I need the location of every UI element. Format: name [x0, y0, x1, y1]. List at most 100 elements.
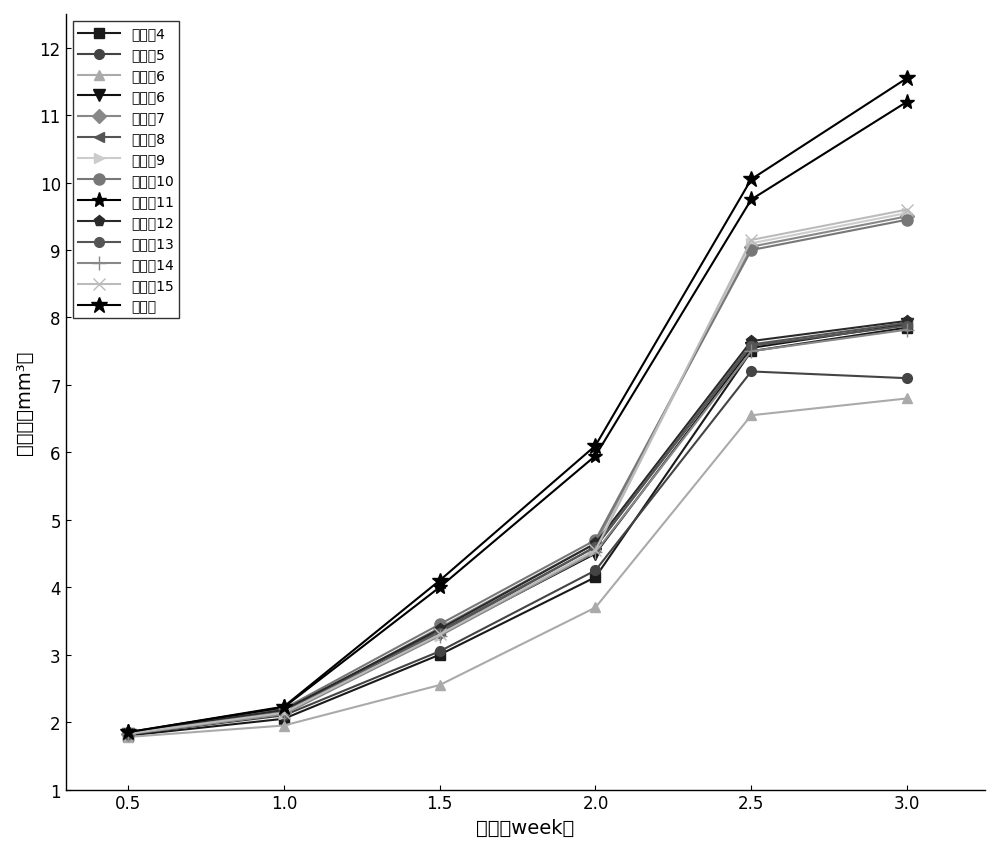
对比兦9	[589, 545, 601, 556]
Y-axis label: 瘀体积（mm³）: 瘀体积（mm³）	[15, 350, 34, 454]
实施兦4	[745, 347, 757, 357]
对比兦11	[434, 583, 446, 593]
对比兦10	[901, 216, 913, 226]
模型组	[901, 74, 913, 84]
对比兦15	[745, 235, 757, 245]
模型组	[434, 576, 446, 586]
实施兦4	[434, 650, 446, 660]
对比兦7	[901, 212, 913, 222]
对比兦9	[434, 631, 446, 642]
对比兦9	[278, 709, 290, 719]
模型组	[745, 175, 757, 185]
对比兦12	[745, 337, 757, 347]
对比兦14	[745, 347, 757, 357]
模型组	[589, 441, 601, 452]
实施兦4	[901, 323, 913, 333]
对比兦11	[278, 702, 290, 712]
对比兦8	[901, 319, 913, 329]
对比兦14	[434, 631, 446, 642]
实施兦6	[122, 732, 134, 742]
对比兦12	[901, 316, 913, 326]
Line: 实施兦5: 实施兦5	[123, 367, 912, 740]
对比兦9	[745, 239, 757, 249]
实施兦5	[122, 729, 134, 740]
实施兦5	[745, 367, 757, 377]
对比兦6	[901, 320, 913, 330]
对比兦10	[122, 728, 134, 738]
对比兦12	[278, 705, 290, 716]
Line: 对比兦12: 对比兦12	[122, 316, 913, 739]
实施兦4	[122, 731, 134, 741]
Line: 实施兦4: 实施兦4	[123, 324, 912, 740]
Line: 对比兦10: 对比兦10	[122, 215, 913, 739]
实施兦5	[278, 711, 290, 721]
对比兦11	[589, 451, 601, 461]
Line: 对比兦13: 对比兦13	[123, 321, 912, 739]
对比兦11	[745, 195, 757, 205]
X-axis label: 时间（week）: 时间（week）	[476, 818, 574, 837]
实施兦6	[589, 602, 601, 613]
实施兦6	[745, 411, 757, 421]
对比兦12	[589, 538, 601, 549]
对比兦10	[589, 535, 601, 545]
对比兦9	[901, 209, 913, 219]
对比兦15	[434, 630, 446, 640]
对比兦10	[434, 619, 446, 630]
对比兦13	[122, 728, 134, 739]
模型组	[278, 702, 290, 712]
对比兦15	[901, 205, 913, 216]
Line: 对比兦8: 对比兦8	[123, 319, 912, 738]
对比兦15	[589, 545, 601, 556]
对比兦13	[901, 321, 913, 331]
对比兦6	[589, 549, 601, 559]
对比兦10	[278, 704, 290, 714]
Line: 模型组: 模型组	[120, 71, 915, 740]
对比兦7	[434, 623, 446, 633]
对比兦8	[589, 542, 601, 552]
实施兦5	[434, 647, 446, 657]
Legend: 实施兦4, 实施兦5, 实施兦6, 对比兦6, 对比兦7, 对比兦8, 对比兦9, 对比兦10, 对比兦11, 对比兦12, 对比兦13, 对比兦14, 对比兦: 实施兦4, 实施兦5, 实施兦6, 对比兦6, 对比兦7, 对比兦8, 对比兦9…	[73, 22, 179, 319]
Line: 对比兦6: 对比兦6	[122, 320, 913, 740]
对比兦7	[589, 538, 601, 549]
对比兦6	[434, 630, 446, 640]
Line: 对比兦15: 对比兦15	[122, 204, 913, 740]
对比兦6	[278, 709, 290, 719]
实施兦6	[901, 394, 913, 404]
对比兦8	[434, 626, 446, 636]
实施兦4	[278, 714, 290, 724]
对比兦13	[589, 542, 601, 552]
对比兦13	[745, 342, 757, 352]
Line: 对比兦11: 对比兦11	[120, 95, 915, 740]
Line: 对比兦9: 对比兦9	[123, 209, 912, 739]
对比兦12	[122, 728, 134, 738]
对比兦11	[122, 728, 134, 738]
对比兦13	[434, 628, 446, 638]
对比兦8	[278, 705, 290, 716]
对比兦11	[901, 97, 913, 107]
对比兦10	[745, 245, 757, 256]
对比兦9	[122, 728, 134, 739]
对比兦14	[901, 325, 913, 336]
对比兦15	[278, 708, 290, 718]
对比兦13	[278, 707, 290, 717]
实施兦5	[901, 374, 913, 384]
模型组	[122, 728, 134, 738]
对比兦8	[745, 340, 757, 350]
对比兦7	[278, 707, 290, 717]
实施兦6	[278, 721, 290, 731]
Line: 对比兦7: 对比兦7	[123, 212, 912, 739]
对比兦7	[122, 728, 134, 739]
对比兦6	[745, 343, 757, 354]
实施兦4	[589, 573, 601, 583]
对比兦12	[434, 625, 446, 635]
实施兦5	[589, 566, 601, 576]
对比兦7	[745, 242, 757, 252]
对比兦6	[122, 729, 134, 740]
对比兦15	[122, 728, 134, 739]
对比兦14	[278, 709, 290, 719]
Line: 实施兦6: 实施兦6	[123, 394, 912, 742]
实施兦6	[434, 680, 446, 690]
对比兦14	[589, 548, 601, 558]
Line: 对比兦14: 对比兦14	[121, 323, 914, 741]
对比兦8	[122, 728, 134, 738]
